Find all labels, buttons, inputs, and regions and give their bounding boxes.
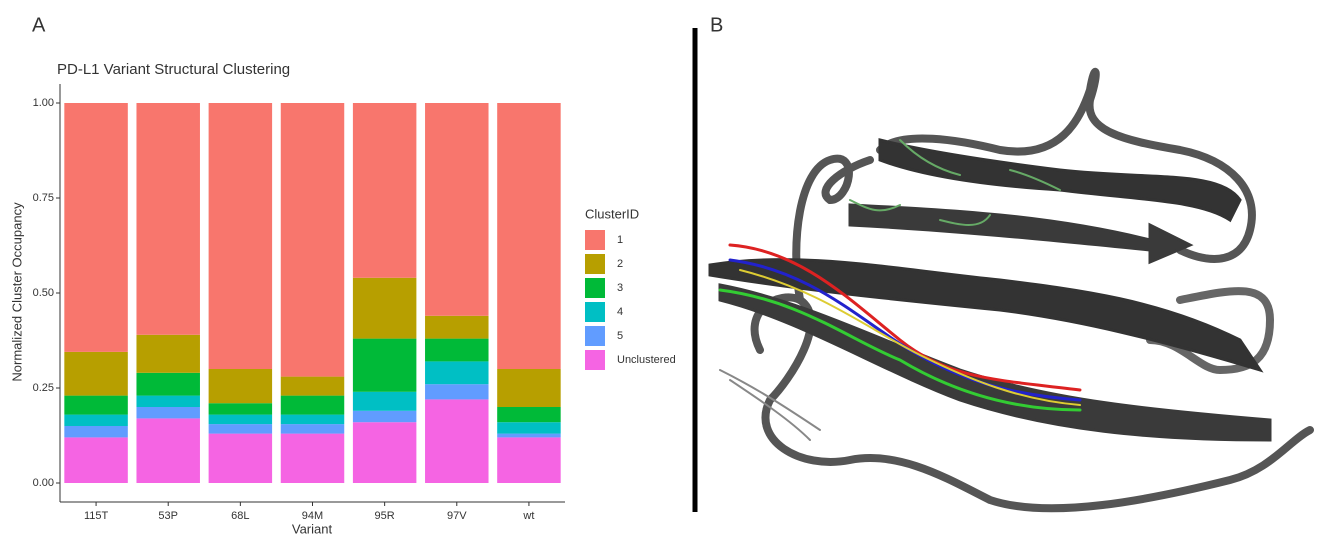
bar-segment <box>136 407 200 419</box>
bar-segment <box>352 410 417 423</box>
bar-segment <box>280 103 345 377</box>
legend-label: 2 <box>617 258 623 270</box>
bar-segment <box>497 407 561 423</box>
bar-segment <box>497 422 561 434</box>
bar-segment <box>497 369 561 407</box>
bar-segment <box>497 433 561 438</box>
bar-segment <box>136 395 200 407</box>
bar-segment <box>425 315 489 339</box>
bar-segment <box>425 384 489 400</box>
bar-segment <box>64 426 128 438</box>
bar-segment <box>64 414 128 426</box>
x-tick-label: wt <box>522 510 534 522</box>
y-tick-label: 1.00 <box>33 97 54 109</box>
bar-segment <box>64 395 128 415</box>
bar-segment <box>425 103 489 316</box>
bar-segment <box>497 437 561 483</box>
bar-segment <box>352 391 417 411</box>
legend-key <box>585 230 605 250</box>
y-tick-label: 0.25 <box>33 382 54 394</box>
legend-key <box>585 350 605 370</box>
x-axis-label: Variant <box>292 521 333 536</box>
bar-segment <box>280 433 345 483</box>
x-tick-label: 94M <box>302 510 323 522</box>
y-axis-label: Normalized Cluster Occupancy <box>9 202 24 382</box>
legend-label: 4 <box>617 306 623 318</box>
bar-segment <box>136 418 200 483</box>
legend-label: Unclustered <box>617 354 676 366</box>
x-tick-label: 53P <box>158 510 178 522</box>
bar-segment <box>136 372 200 396</box>
bar-segment <box>208 103 273 369</box>
legend-label: 3 <box>617 282 623 294</box>
bar-segment <box>497 103 561 369</box>
y-tick-label: 0.00 <box>33 477 54 489</box>
chart-title: PD-L1 Variant Structural Clustering <box>57 61 290 78</box>
x-tick-label: 115T <box>84 510 109 522</box>
bar-segment <box>64 437 128 483</box>
bar-segment <box>64 103 128 352</box>
y-tick-label: 0.50 <box>33 287 54 299</box>
bar-segment <box>425 338 489 362</box>
bar-segment <box>425 399 489 483</box>
legend-key <box>585 278 605 298</box>
panel-label: A <box>32 14 46 36</box>
bar-segment <box>208 433 273 483</box>
bar-segment <box>208 403 273 415</box>
bar-segment <box>280 414 345 425</box>
legend-label: 1 <box>617 234 623 246</box>
bar-segment <box>280 424 345 434</box>
x-tick-label: 95R <box>375 510 395 522</box>
bar-segment <box>64 351 128 396</box>
legend-key <box>585 326 605 346</box>
bar-segment <box>136 334 200 373</box>
legend-title: ClusterID <box>585 206 639 221</box>
protein-structure <box>708 67 1314 513</box>
legend-key <box>585 302 605 322</box>
bar-segment <box>352 103 417 278</box>
bar-segment <box>208 369 273 404</box>
legend-label: 5 <box>617 330 623 342</box>
bar-segment <box>352 277 417 339</box>
bar-segment <box>425 361 489 385</box>
bar-segment <box>280 395 345 415</box>
x-tick-label: 97V <box>447 510 467 522</box>
x-tick-label: 68L <box>231 510 249 522</box>
panel-label: B <box>710 14 723 36</box>
bar-segment <box>352 422 417 483</box>
y-tick-label: 0.75 <box>33 192 54 204</box>
bar-segment <box>208 424 273 434</box>
bar-segment <box>280 376 345 396</box>
bar-segment <box>352 338 417 392</box>
bar-segment <box>208 414 273 425</box>
bar-segment <box>136 103 200 335</box>
legend-key <box>585 254 605 274</box>
